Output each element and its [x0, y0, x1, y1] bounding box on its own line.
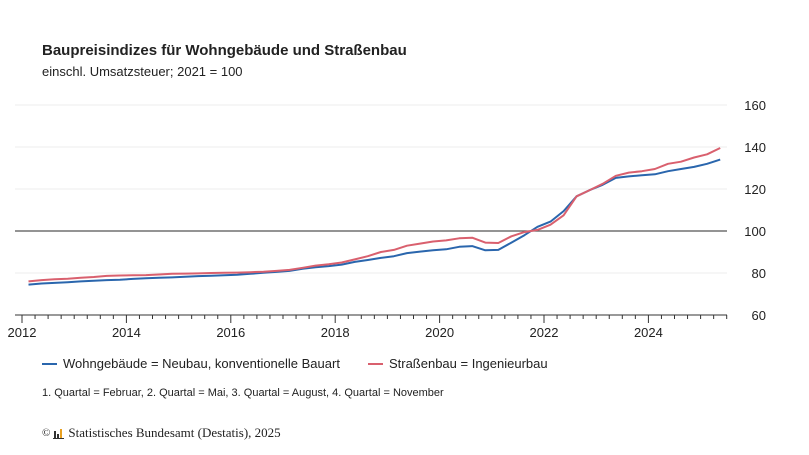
copyright-icon: ©: [42, 427, 51, 439]
legend-label: Straßenbau = Ingenieurbau: [388, 356, 548, 371]
legend-swatch: [367, 362, 383, 365]
y-tick-label: 120: [744, 182, 766, 197]
x-tick-label: 2014: [112, 325, 141, 340]
series-line-wohngebaeude: [28, 158, 721, 286]
x-tick-label: 2018: [321, 325, 350, 340]
x-tick-label: 2024: [634, 325, 663, 340]
y-tick-label: 100: [744, 224, 766, 239]
x-tick-label: 2012: [8, 325, 37, 340]
y-tick-label: 60: [752, 308, 766, 323]
chart-subtitle: einschl. Umsatzsteuer; 2021 = 100: [42, 64, 243, 79]
chart-title: Baupreisindizes für Wohngebäude und Stra…: [42, 42, 407, 59]
series-line-strassenbau: [28, 147, 721, 283]
y-tick-label: 80: [752, 266, 766, 281]
source: © Statistisches Bundesamt (Destatis), 20…: [42, 425, 281, 441]
legend: Wohngebäude = Neubau, konventionelle Bau…: [42, 356, 548, 371]
y-tick-label: 160: [744, 98, 766, 113]
x-tick-label: 2020: [425, 325, 454, 340]
legend-item-wohngebaeude: Wohngebäude = Neubau, konventionelle Bau…: [42, 356, 340, 371]
destatis-logo-icon: [53, 428, 65, 439]
y-tick-label: 140: [744, 140, 766, 155]
x-tick-label: 2016: [216, 325, 245, 340]
x-tick-label: 2022: [530, 325, 559, 340]
legend-label: Wohngebäude = Neubau, konventionelle Bau…: [63, 356, 340, 371]
legend-item-strassenbau: Straßenbau = Ingenieurbau: [367, 356, 548, 371]
legend-swatch: [42, 362, 57, 365]
source-text: Statistisches Bundesamt (Destatis), 2025: [68, 425, 281, 440]
footnote: 1. Quartal = Februar, 2. Quartal = Mai, …: [42, 387, 444, 399]
